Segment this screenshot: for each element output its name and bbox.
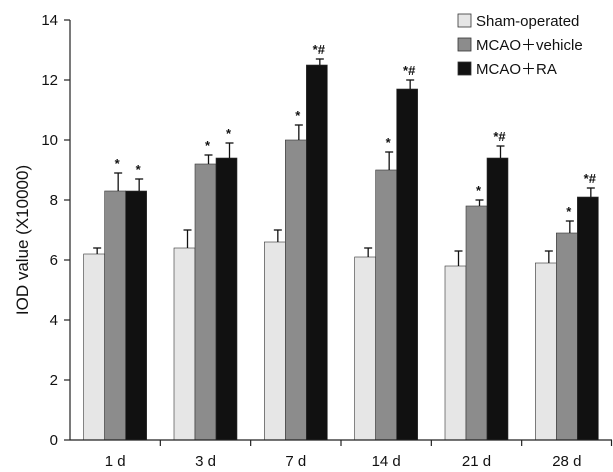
- x-tick-label: 1 d: [105, 453, 126, 470]
- y-tick-label: 14: [41, 12, 58, 29]
- bar: [486, 157, 509, 441]
- bar: [215, 157, 238, 441]
- legend: Sham-operated MCAO＋vehicle MCAO＋RA: [457, 13, 583, 78]
- bar: [264, 241, 286, 441]
- significance-label: *: [136, 162, 142, 177]
- x-axis: 1 d 3 d 7 d 14 d 21 d 28 d: [70, 439, 613, 470]
- significance-label: *: [295, 108, 301, 123]
- y-tick-label: 6: [50, 252, 58, 269]
- legend-label: Sham-operated: [476, 13, 579, 30]
- bar: [577, 196, 599, 441]
- significance-label: *: [205, 138, 211, 153]
- bar: [104, 190, 126, 441]
- x-tick-label: 7 d: [285, 453, 306, 470]
- y-tick-label: 4: [50, 312, 58, 329]
- significance-label: *#: [403, 63, 416, 78]
- significance-label: *: [115, 156, 121, 171]
- bar: [285, 139, 307, 441]
- significance-label: *: [476, 183, 482, 198]
- bar: [465, 205, 488, 441]
- y-axis-title: IOD value (X10000): [13, 165, 32, 315]
- plot-area: * * * * * *# * *# * *# * *#: [83, 42, 599, 441]
- x-tick-label: 21 d: [462, 453, 491, 470]
- bar: [354, 256, 376, 441]
- y-tick-label: 10: [41, 132, 58, 149]
- bar: [125, 190, 147, 441]
- bar: [556, 232, 578, 441]
- y-tick-label: 2: [50, 372, 58, 389]
- bar: [396, 88, 418, 441]
- significance-label: *#: [584, 171, 597, 186]
- bar: [173, 247, 196, 441]
- significance-label: *#: [313, 42, 326, 57]
- bar: [83, 253, 105, 441]
- bar: [306, 64, 328, 441]
- legend-label: MCAO＋vehicle: [476, 37, 583, 54]
- bar: [194, 163, 217, 441]
- legend-swatch: [457, 37, 472, 52]
- x-tick-label: 3 d: [195, 453, 216, 470]
- significance-label: *: [386, 135, 392, 150]
- significance-label: *: [566, 204, 572, 219]
- significance-label: *#: [493, 129, 506, 144]
- y-axis: 0 2 4 6 8 10 12 14: [41, 12, 71, 449]
- bar: [444, 265, 467, 441]
- y-tick-label: 8: [50, 192, 58, 209]
- legend-swatch: [457, 13, 472, 28]
- y-tick-label: 0: [50, 432, 58, 449]
- y-tick-label: 12: [41, 72, 58, 89]
- x-tick-label: 14 d: [372, 453, 401, 470]
- x-tick-label: 28 d: [552, 453, 581, 470]
- bar: [535, 262, 557, 441]
- legend-swatch: [457, 61, 472, 76]
- significance-label: *: [226, 126, 232, 141]
- bar: [375, 169, 397, 441]
- legend-label: MCAO＋RA: [476, 61, 557, 78]
